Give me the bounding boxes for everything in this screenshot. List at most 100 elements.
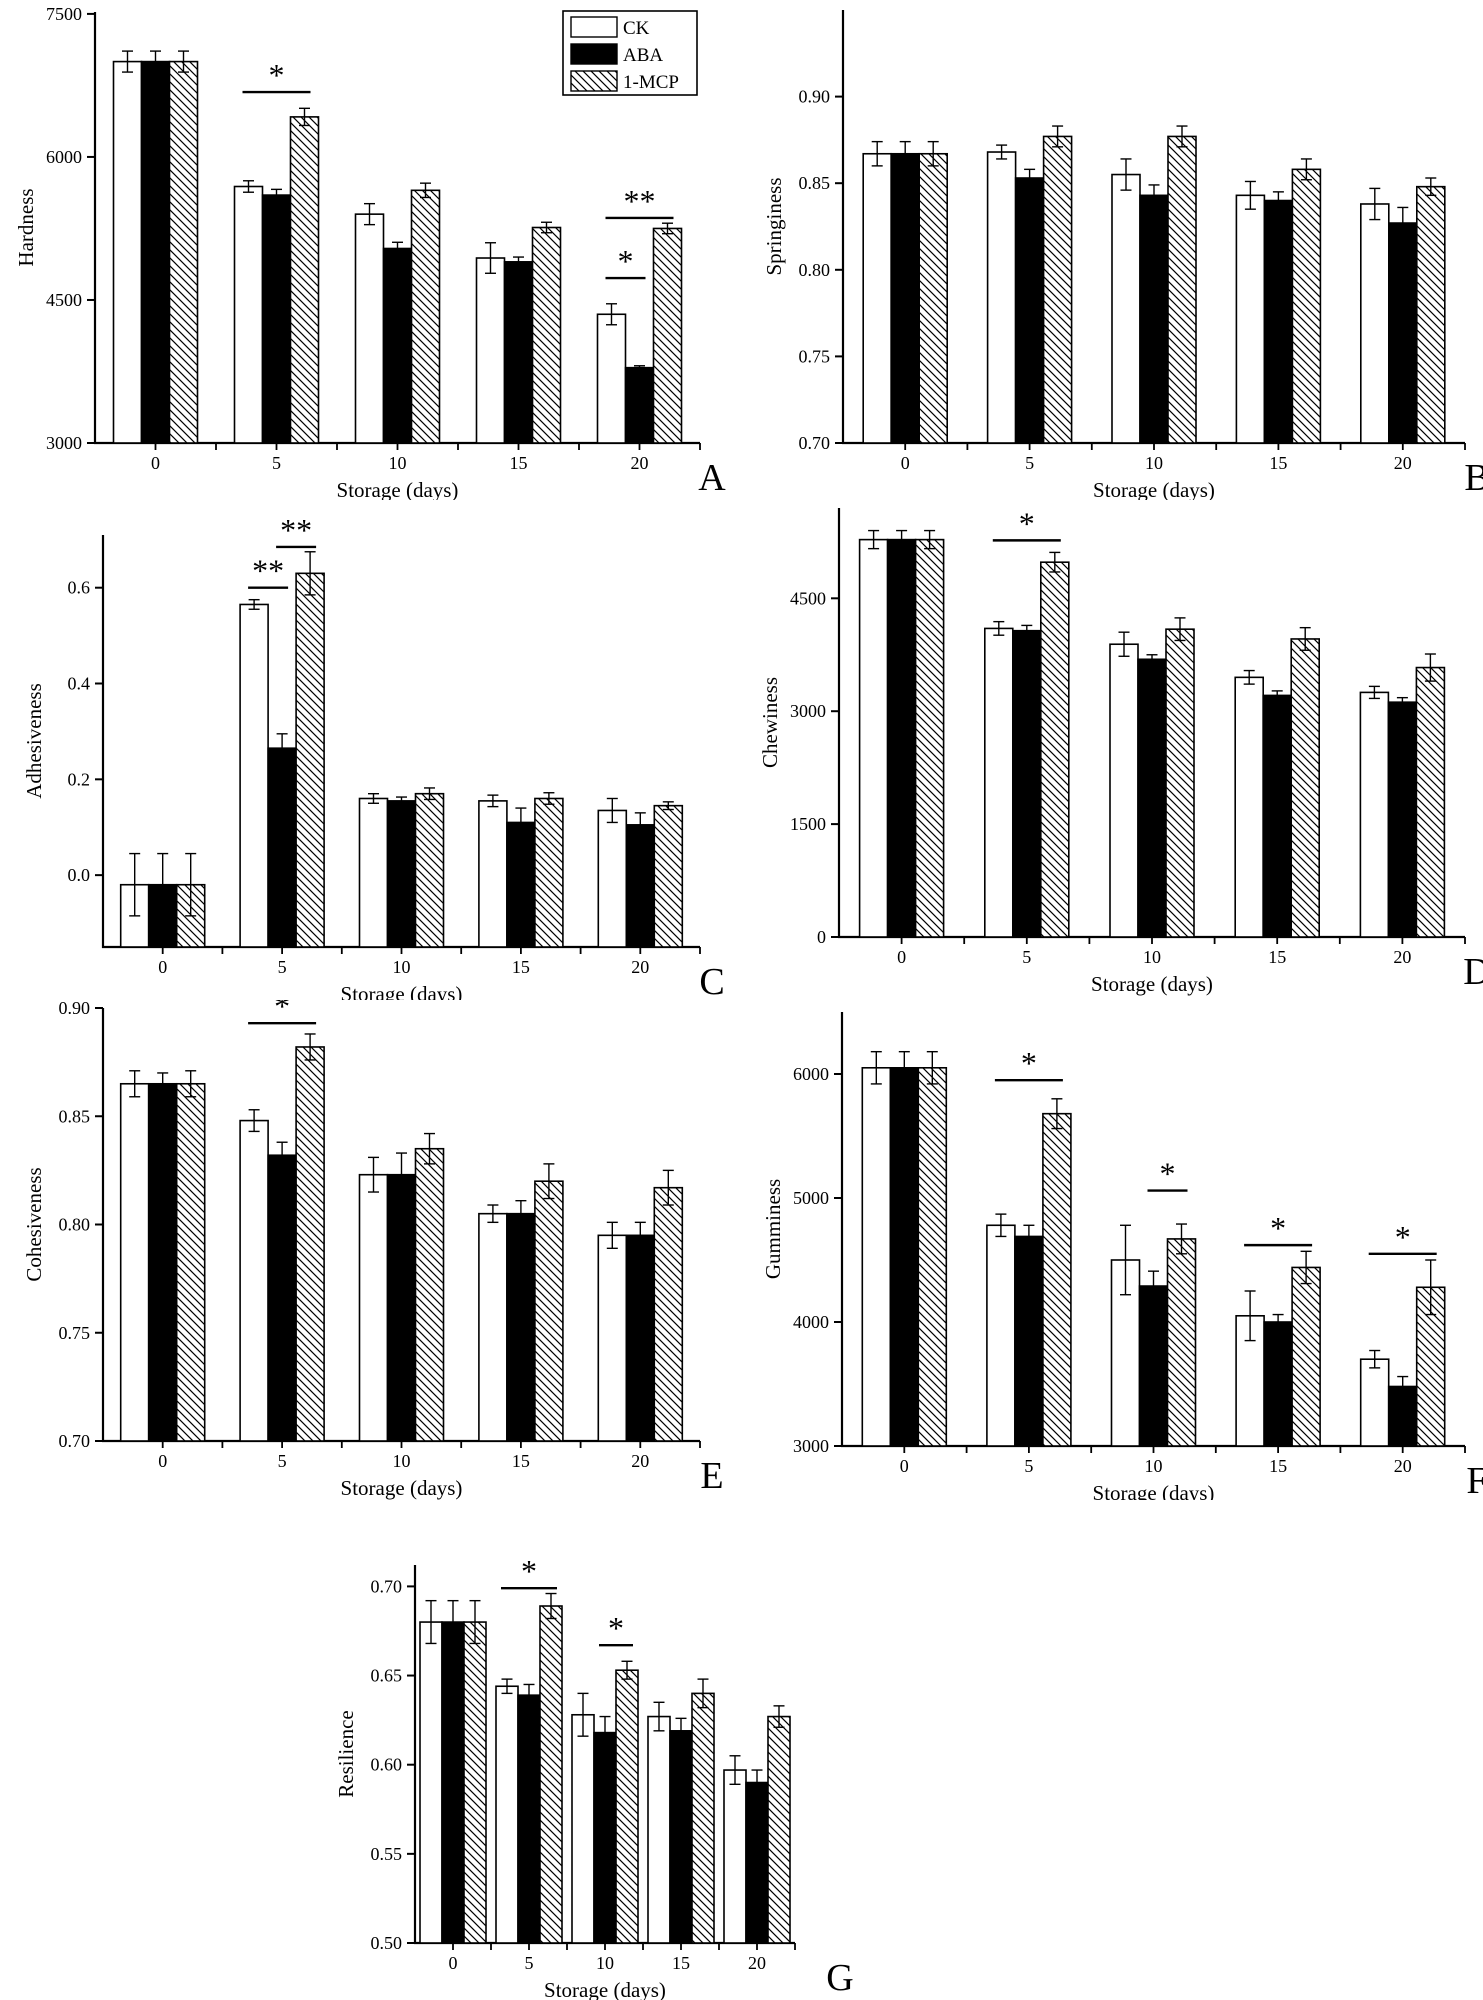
error-bar-ABA-day-10 xyxy=(396,796,407,806)
bar-1-MCP-day-10 xyxy=(615,1669,639,1944)
significance-label: * xyxy=(269,57,285,93)
error-bar-1-MCP-day-0 xyxy=(924,529,936,550)
error-bar-ABA-day-0 xyxy=(157,1072,169,1096)
y-tick-label: 0.75 xyxy=(799,346,831,366)
error-bar-ABA-day-15 xyxy=(515,1199,527,1228)
bar-ABA-day-20 xyxy=(1387,701,1418,938)
y-axis-title: Adhesiveness xyxy=(22,683,46,798)
x-tick-label: 20 xyxy=(1394,453,1412,473)
error-bar-ABA-day-5 xyxy=(276,1141,288,1169)
error-bar-1-MCP-day-15 xyxy=(543,1163,555,1200)
y-tick-label: 3000 xyxy=(793,1436,829,1456)
bar-1-MCP-day-5 xyxy=(539,1605,563,1944)
error-bar-ABA-day-20 xyxy=(1396,696,1408,708)
bar-ABA-day-5 xyxy=(1011,629,1042,938)
error-bar-ABA-day-5 xyxy=(1023,1224,1035,1249)
legend-swatch-CK xyxy=(570,16,618,38)
x-axis-title: Storage (days) xyxy=(1093,478,1215,500)
bar-ABA-day-0 xyxy=(441,1621,465,1944)
significance-label: * xyxy=(274,1000,290,1024)
bar-1-MCP-day-15 xyxy=(1291,1266,1321,1447)
significance-label: ** xyxy=(252,553,284,589)
bar-ABA-day-15 xyxy=(1262,694,1293,938)
bar-ABA-day-10 xyxy=(386,1173,417,1442)
y-tick-label: 0.2 xyxy=(68,769,91,789)
bar-1-MCP-day-5 xyxy=(1042,135,1073,444)
bar-1-MCP-day-15 xyxy=(1290,638,1321,938)
y-tick-label: 0.90 xyxy=(799,87,831,107)
bar-ABA-day-10 xyxy=(1138,1285,1169,1447)
bar-1-MCP-day-0 xyxy=(463,1621,487,1944)
panel-letter-F: F xyxy=(1466,1460,1483,1500)
y-tick-label: 1500 xyxy=(790,814,826,834)
x-tick-label: 0 xyxy=(900,1456,909,1476)
error-bar-1-MCP-day-15 xyxy=(541,221,552,234)
error-bar-CK-day-10 xyxy=(1118,631,1130,657)
panel-letter-A: A xyxy=(698,457,726,499)
bar-ABA-day-0 xyxy=(886,538,917,938)
y-tick-label: 0.80 xyxy=(799,260,831,280)
y-tick-label: 0 xyxy=(817,927,826,947)
x-axis-title: Storage (days) xyxy=(337,478,459,500)
error-bar-ABA-day-20 xyxy=(751,1769,763,1796)
bar-1-MCP-day-0 xyxy=(914,538,945,938)
error-bar-1-MCP-day-5 xyxy=(1051,1098,1063,1130)
error-bar-1-MCP-day-10 xyxy=(424,787,435,801)
error-bar-CK-day-15 xyxy=(485,242,496,274)
legend-label-CK: CK xyxy=(623,18,650,39)
error-bar-CK-day-10 xyxy=(1120,158,1132,191)
error-bar-ABA-day-0 xyxy=(157,852,169,917)
x-tick-label: 15 xyxy=(672,1953,690,1973)
bar-ABA-day-5 xyxy=(517,1694,541,1944)
error-bar-ABA-day-15 xyxy=(1272,191,1284,210)
error-bar-ABA-day-5 xyxy=(1024,168,1036,188)
bar-CK-day-5 xyxy=(239,1119,269,1442)
x-tick-label: 10 xyxy=(393,1451,411,1471)
x-tick-label: 20 xyxy=(1394,1456,1412,1476)
x-tick-label: 15 xyxy=(512,957,530,977)
bar-CK-day-5 xyxy=(233,185,264,444)
bar-1-MCP-day-5 xyxy=(1039,561,1070,938)
panel-letter-C: C xyxy=(699,961,724,1000)
bar-1-MCP-day-0 xyxy=(918,152,948,444)
panel-D: 0 1500 3000 4500 0 5 10 15 20 * Storage (days) Chew… xyxy=(758,505,1483,996)
error-bar-ABA-day-0 xyxy=(898,1050,910,1085)
bar-ABA-day-15 xyxy=(1263,199,1294,444)
x-tick-label: 5 xyxy=(525,1953,534,1973)
bar-CK-day-5 xyxy=(239,603,269,948)
error-bar-1-MCP-day-5 xyxy=(1049,551,1061,573)
error-bar-1-MCP-day-0 xyxy=(926,1050,938,1085)
bar-CK-day-15 xyxy=(647,1715,671,1944)
bar-ABA-day-20 xyxy=(625,824,656,948)
error-bar-CK-day-15 xyxy=(487,794,499,808)
bar-ABA-day-20 xyxy=(1387,222,1418,444)
y-tick-label: 4500 xyxy=(46,290,82,310)
y-tick-label: 6000 xyxy=(793,1064,829,1084)
bar-1-MCP-day-0 xyxy=(175,1082,206,1442)
error-bar-1-MCP-day-10 xyxy=(420,182,431,199)
x-tick-label: 10 xyxy=(1145,1456,1163,1476)
x-tick-label: 15 xyxy=(1268,947,1286,967)
error-bar-1-MCP-day-0 xyxy=(927,140,939,167)
error-bar-1-MCP-day-5 xyxy=(299,107,310,127)
x-tick-label: 20 xyxy=(1393,947,1411,967)
bar-CK-day-0 xyxy=(858,538,889,938)
bar-CK-day-15 xyxy=(478,1212,508,1442)
bar-ABA-day-0 xyxy=(889,1067,920,1447)
bar-ABA-day-10 xyxy=(593,1731,617,1944)
error-bar-CK-day-0 xyxy=(868,529,880,550)
error-bar-1-MCP-day-10 xyxy=(1174,617,1186,642)
error-bar-ABA-day-20 xyxy=(1397,1375,1409,1398)
bar-CK-day-20 xyxy=(1359,1358,1390,1447)
x-axis-title: Storage (days) xyxy=(341,982,463,1000)
bar-1-MCP-day-15 xyxy=(1291,168,1322,444)
error-bar-CK-day-10 xyxy=(368,792,379,804)
panel-letter-G: G xyxy=(826,1957,853,1999)
x-tick-label: 15 xyxy=(1269,453,1287,473)
x-tick-label: 20 xyxy=(631,957,649,977)
bar-ABA-day-0 xyxy=(147,1082,178,1442)
error-bar-1-MCP-day-20 xyxy=(1424,653,1436,682)
bar-1-MCP-day-10 xyxy=(410,189,441,444)
error-bar-CK-day-15 xyxy=(1244,1290,1256,1342)
